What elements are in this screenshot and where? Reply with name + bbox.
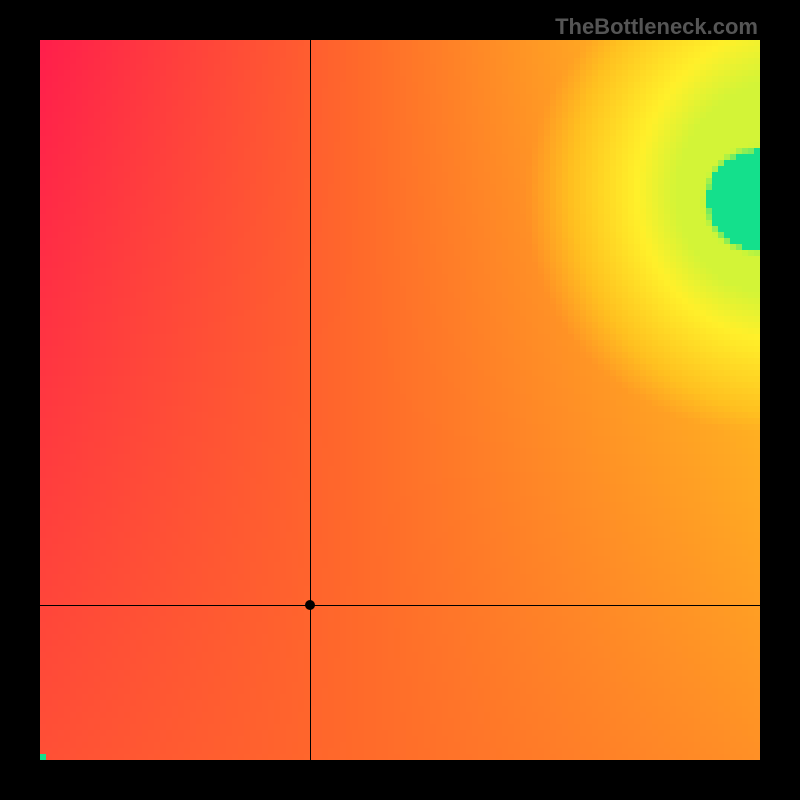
crosshair-marker	[305, 600, 315, 610]
bottleneck-heatmap	[40, 40, 760, 760]
chart-container: TheBottleneck.com	[0, 0, 800, 800]
crosshair-horizontal	[40, 605, 760, 606]
crosshair-vertical	[310, 40, 311, 760]
watermark-text: TheBottleneck.com	[555, 14, 758, 40]
